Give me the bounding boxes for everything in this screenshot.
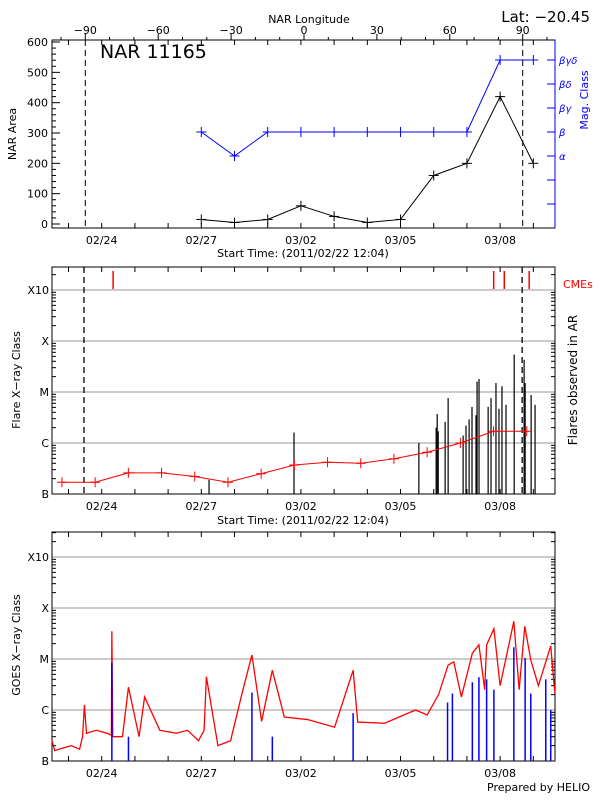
y2-tick-label: βδ xyxy=(558,80,572,91)
flare-axis-label: Flare X−ray Class xyxy=(10,331,23,429)
panel-3-frame xyxy=(51,531,556,762)
x-tick-label: 03/08 xyxy=(484,234,516,247)
x2-tick-label: 90 xyxy=(516,24,530,37)
panel2-x-label: Start Time: (2011/02/22 12:04) xyxy=(217,514,389,527)
x-tick-label: 02/27 xyxy=(185,234,217,247)
x-tick-label: 03/05 xyxy=(385,500,417,513)
mag-class-series-line xyxy=(201,59,534,157)
credit-label: Prepared by HELIO xyxy=(487,781,590,794)
region-title: NAR 11165 xyxy=(100,41,207,63)
y-tick-label: M xyxy=(40,386,50,399)
y-tick-label: 200 xyxy=(27,157,48,170)
top-axis-title: NAR Longitude xyxy=(268,13,350,26)
x2-tick-label: −90 xyxy=(74,24,97,37)
goes-long-series-line xyxy=(51,621,556,752)
y2-tick-label: α xyxy=(559,152,566,163)
x-tick-label: 03/08 xyxy=(484,500,516,513)
y-tick-label: X xyxy=(41,602,49,615)
x-tick-label: 02/24 xyxy=(86,500,118,513)
y-tick-label: 100 xyxy=(27,188,48,201)
x2-tick-label: 60 xyxy=(443,24,457,37)
x-tick-label: 02/24 xyxy=(86,234,118,247)
cme-label: CMEs xyxy=(563,278,593,291)
flares-observed-label: Flares observed in AR xyxy=(566,315,580,445)
y-tick-label: X10 xyxy=(27,551,49,564)
x-tick-label: 02/24 xyxy=(86,767,118,780)
y-tick-label: 400 xyxy=(27,97,48,110)
x-tick-label: 03/05 xyxy=(385,767,417,780)
x2-tick-label: −30 xyxy=(219,24,242,37)
area-series-line xyxy=(201,95,534,223)
mag-class-axis-label: Mag. Class xyxy=(578,70,591,129)
x-tick-label: 03/08 xyxy=(484,767,516,780)
goes-axis-label: GOES X−ray Class xyxy=(10,594,23,696)
y-tick-label: M xyxy=(40,653,50,666)
x-tick-label: 02/27 xyxy=(185,767,217,780)
x2-tick-label: 30 xyxy=(370,24,384,37)
panel1-x-label: Start Time: (2011/02/22 12:04) xyxy=(217,247,389,260)
y-tick-label: 500 xyxy=(27,66,48,79)
y-tick-label: X10 xyxy=(27,284,49,297)
y-tick-label: 0 xyxy=(41,218,48,231)
y-tick-label: 300 xyxy=(27,127,48,140)
x2-tick-label: −60 xyxy=(147,24,170,37)
y-tick-label: B xyxy=(41,755,49,768)
x-tick-label: 03/05 xyxy=(385,234,417,247)
y2-tick-label: β xyxy=(558,128,566,139)
x2-tick-label: 0 xyxy=(301,24,308,37)
y-tick-label: B xyxy=(41,488,49,501)
y-tick-label: 600 xyxy=(27,36,48,49)
x-tick-label: 03/02 xyxy=(285,767,317,780)
y2-tick-label: βγδ xyxy=(558,56,577,67)
x-tick-label: 03/02 xyxy=(285,234,317,247)
y2-tick-label: βγ xyxy=(558,104,572,115)
panel-2-frame xyxy=(51,266,556,495)
panel-1-frame xyxy=(51,39,556,229)
y-tick-label: X xyxy=(41,335,49,348)
x-tick-label: 03/02 xyxy=(285,500,317,513)
latitude-label: Lat: −20.45 xyxy=(501,8,590,26)
y-tick-label: C xyxy=(41,704,49,717)
x-tick-label: 02/27 xyxy=(185,500,217,513)
area-axis-label: NAR Area xyxy=(6,108,19,160)
y-tick-label: C xyxy=(41,437,49,450)
